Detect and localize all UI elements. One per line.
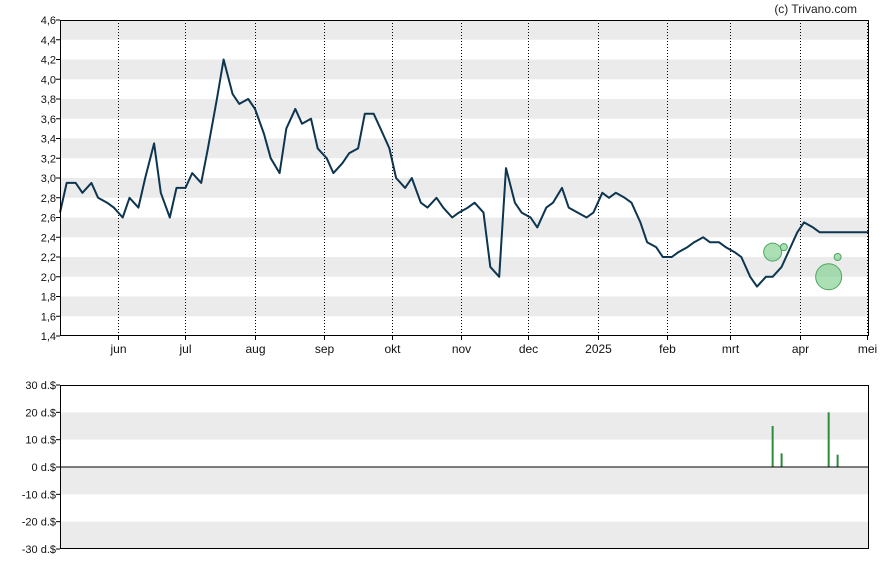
month-tick-label: dec [519, 342, 538, 356]
month-tick-label: apr [792, 342, 809, 356]
price-band [60, 138, 869, 159]
transaction-marker [815, 263, 843, 291]
volume-band [60, 412, 869, 440]
price-tick-label: 1,6 [41, 311, 56, 323]
price-tick-label: 4,6 [41, 15, 56, 27]
volume-tick-label: 30 d.$ [25, 380, 56, 392]
volume-band [60, 521, 869, 549]
month-tick-label: mrt [722, 342, 740, 356]
transaction-marker [779, 243, 788, 252]
copyright-label: (c) Trivano.com [774, 2, 857, 16]
data-layer [59, 58, 869, 467]
price-tick-label: 2,8 [41, 193, 56, 205]
price-tick-label: 1,4 [41, 331, 56, 343]
transaction-marker [763, 242, 783, 262]
volume-tick-label: -30 d.$ [22, 544, 56, 556]
month-tick-label: sep [315, 342, 335, 356]
price-line [59, 58, 869, 288]
month-tick-label: aug [245, 342, 265, 356]
price-band [60, 59, 869, 80]
axes-layer: 1,4 1,6 1,8 2,0 2,2 2,4 2,6 2,8 3,0 3,2 3,4 3,6 3,8 4… [22, 15, 877, 556]
price-tick-label: 3,2 [41, 153, 56, 165]
month-tick-label: nov [452, 342, 471, 356]
transaction-bar [771, 426, 774, 467]
month-tick-label: mei [858, 342, 877, 356]
price-tick-label: 4,4 [41, 35, 56, 47]
price-band [60, 99, 869, 119]
price-tick-label: 3,8 [41, 94, 56, 106]
transaction-bar [827, 412, 830, 467]
transaction-bar [836, 454, 839, 467]
price-tick-label: 2,4 [41, 232, 56, 244]
price-tick-label: 2,6 [41, 213, 56, 225]
volume-tick-label: 0 d.$ [32, 462, 56, 474]
volume-plot-frame [60, 385, 869, 549]
month-tick-label: 2025 [585, 342, 612, 356]
month-tick-label: feb [659, 342, 676, 356]
price-band [60, 20, 869, 40]
price-tick-label: 3,4 [41, 134, 56, 146]
volume-tick-label: -10 d.$ [22, 489, 56, 501]
price-plot-frame [60, 20, 869, 336]
price-tick-label: 2,2 [41, 252, 56, 264]
month-tick-label: jun [109, 342, 126, 356]
month-tick-label: jul [178, 342, 191, 356]
volume-tick-label: -20 d.$ [22, 517, 56, 529]
price-band [60, 257, 869, 277]
volume-band [60, 467, 869, 495]
volume-tick-label: 10 d.$ [25, 435, 56, 447]
price-tick-label: 4,2 [41, 55, 56, 67]
price-band [60, 217, 869, 238]
price-tick-label: 3,0 [41, 173, 56, 185]
plot-backgrounds [60, 20, 869, 549]
transaction-bar [780, 453, 783, 467]
price-band [60, 296, 869, 317]
volume-tick-label: 20 d.$ [25, 407, 56, 419]
month-tick-label: okt [384, 342, 401, 356]
price-band [60, 178, 869, 198]
transaction-marker [833, 253, 842, 261]
price-tick-label: 4,0 [41, 74, 56, 86]
price-tick-label: 2,0 [41, 272, 56, 284]
price-tick-label: 3,6 [41, 114, 56, 126]
price-tick-label: 1,8 [41, 292, 56, 304]
